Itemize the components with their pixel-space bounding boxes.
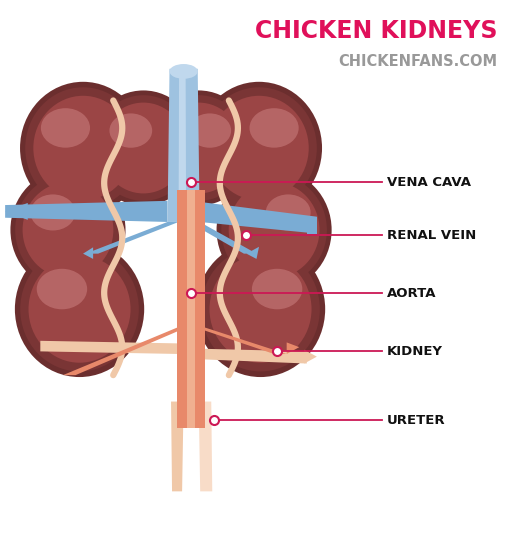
Ellipse shape (41, 108, 90, 148)
Text: URETER: URETER (387, 413, 446, 426)
Polygon shape (86, 222, 179, 254)
Polygon shape (199, 402, 212, 492)
Polygon shape (168, 69, 200, 222)
Ellipse shape (221, 175, 327, 285)
Ellipse shape (155, 102, 242, 194)
Text: RENAL VEIN: RENAL VEIN (387, 229, 477, 241)
Ellipse shape (29, 255, 130, 363)
Polygon shape (179, 69, 186, 222)
Ellipse shape (252, 269, 302, 309)
Ellipse shape (249, 108, 299, 148)
Text: AORTA: AORTA (387, 287, 437, 300)
Ellipse shape (144, 91, 253, 205)
Ellipse shape (266, 195, 310, 231)
Polygon shape (5, 203, 28, 220)
Ellipse shape (201, 87, 317, 209)
Polygon shape (246, 247, 259, 259)
Ellipse shape (148, 95, 249, 201)
Polygon shape (196, 328, 287, 354)
Polygon shape (83, 247, 93, 259)
Ellipse shape (229, 182, 320, 278)
Polygon shape (5, 201, 168, 222)
Ellipse shape (15, 175, 121, 285)
Ellipse shape (209, 96, 309, 201)
Ellipse shape (20, 247, 139, 371)
Ellipse shape (93, 95, 194, 201)
Polygon shape (63, 328, 186, 375)
Ellipse shape (169, 64, 198, 79)
Ellipse shape (100, 102, 187, 194)
Ellipse shape (201, 247, 320, 371)
Ellipse shape (15, 241, 144, 377)
Text: CHICKENFANS.COM: CHICKENFANS.COM (339, 54, 498, 69)
Ellipse shape (25, 87, 141, 209)
Ellipse shape (23, 182, 113, 278)
Polygon shape (201, 349, 307, 363)
Polygon shape (200, 202, 317, 233)
Ellipse shape (109, 113, 152, 148)
Polygon shape (189, 222, 256, 254)
Ellipse shape (196, 82, 322, 214)
Text: KIDNEY: KIDNEY (387, 345, 443, 358)
Polygon shape (304, 350, 317, 363)
Ellipse shape (37, 269, 87, 309)
Ellipse shape (89, 91, 198, 205)
Text: VENA CAVA: VENA CAVA (387, 176, 471, 189)
Ellipse shape (188, 113, 231, 148)
Polygon shape (287, 342, 299, 354)
Text: CHICKEN KIDNEYS: CHICKEN KIDNEYS (255, 19, 498, 43)
Polygon shape (171, 402, 184, 492)
Ellipse shape (216, 169, 331, 291)
Polygon shape (187, 190, 195, 428)
Ellipse shape (196, 241, 325, 377)
Polygon shape (177, 190, 205, 428)
Polygon shape (41, 341, 181, 354)
Polygon shape (307, 217, 317, 233)
Ellipse shape (33, 96, 133, 201)
Ellipse shape (209, 255, 311, 363)
Ellipse shape (30, 195, 75, 231)
Ellipse shape (20, 82, 146, 214)
Ellipse shape (10, 169, 126, 291)
